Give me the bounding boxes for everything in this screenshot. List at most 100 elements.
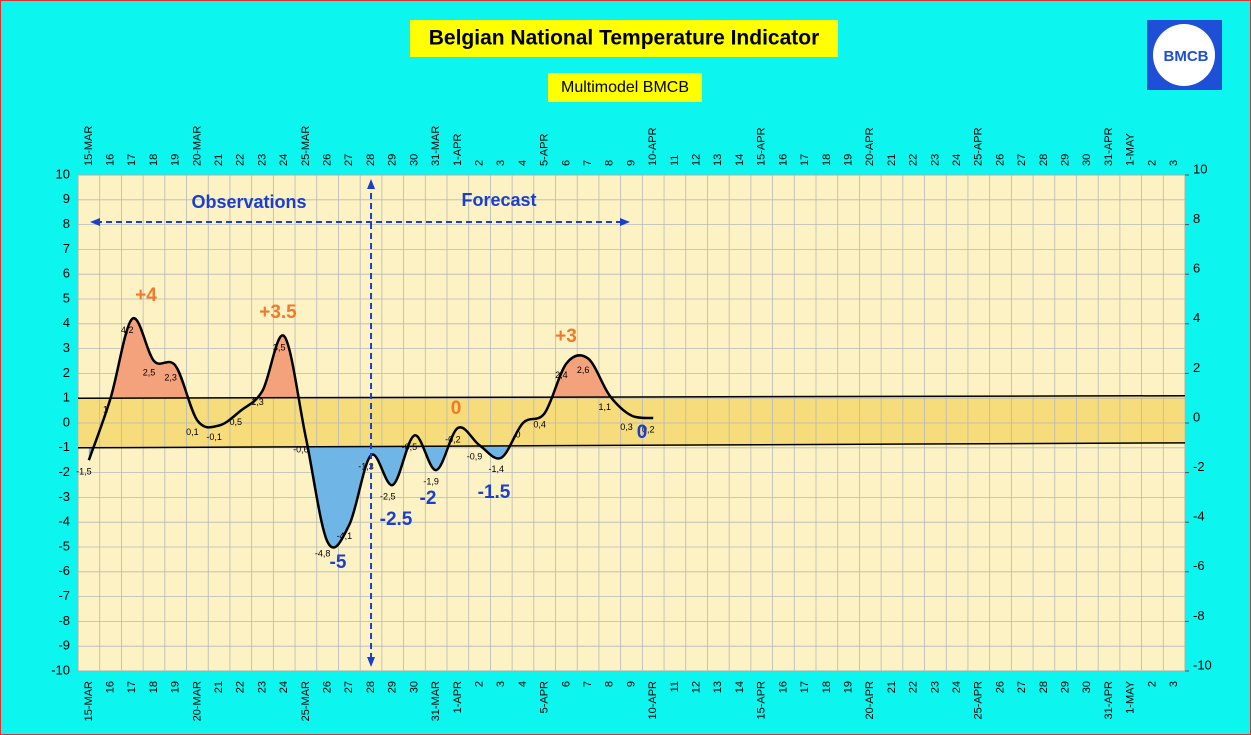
y-tick-label: 1 xyxy=(63,390,70,405)
y2-tick-label: 10 xyxy=(1193,161,1207,176)
y-tick-label: 4 xyxy=(63,315,70,330)
data-label: -0,1 xyxy=(206,432,222,442)
x-tick-label-top: 29 xyxy=(387,154,399,166)
y-tick-label: -10 xyxy=(51,662,70,677)
x-tick-label: 20-MAR xyxy=(191,681,203,721)
x-tick-label-top: 16 xyxy=(104,154,116,166)
x-tick-label: 16 xyxy=(104,681,116,693)
normal-upper-line xyxy=(77,394,1186,399)
annotation: +3 xyxy=(555,326,577,347)
data-label: -4,1 xyxy=(337,531,353,541)
y-tick-label: 8 xyxy=(63,216,70,231)
x-tick-label: 16 xyxy=(777,681,789,693)
x-tick-label: 23 xyxy=(929,681,941,693)
y2-tick-label: 2 xyxy=(1193,360,1200,375)
x-tick-label-top: 17 xyxy=(126,154,138,166)
x-tick-label-top: 11 xyxy=(669,155,681,166)
data-label: 2,4 xyxy=(555,370,568,380)
x-tick-label-top: 15-APR xyxy=(756,127,768,166)
annotation: +4 xyxy=(135,285,157,306)
x-tick-label: 30 xyxy=(1081,681,1093,693)
data-label: 0,1 xyxy=(186,427,199,437)
y2-tick-label: 4 xyxy=(1193,310,1200,325)
x-tick-label: 29 xyxy=(1060,681,1072,693)
data-label: -0,6 xyxy=(293,444,309,454)
data-label: -0,5 xyxy=(402,442,418,452)
arrow-head xyxy=(367,179,376,189)
x-tick-label-top: 24 xyxy=(951,154,963,166)
y-tick-label: -8 xyxy=(58,613,70,628)
x-tick-label: 3 xyxy=(495,681,507,687)
x-tick-label-top: 26 xyxy=(322,154,334,166)
x-tick-label-top: 16 xyxy=(777,154,789,166)
x-tick-label: 29 xyxy=(387,681,399,693)
y-tick-label: 5 xyxy=(63,290,70,305)
y-tick-label: -5 xyxy=(58,538,70,553)
x-tick-label-top: 28 xyxy=(365,154,377,166)
data-label: -1,3 xyxy=(358,462,374,472)
x-tick-label: 27 xyxy=(1016,681,1028,693)
x-tick-label: 8 xyxy=(604,681,616,687)
title-box xyxy=(410,20,838,57)
logo-text: BMCB xyxy=(1164,48,1209,65)
x-tick-label-top: 25-MAR xyxy=(300,126,312,166)
x-tick-label: 3 xyxy=(1168,681,1180,687)
x-tick-label: 14 xyxy=(734,681,746,693)
x-tick-label: 1-APR xyxy=(452,681,464,713)
data-label: 1,3 xyxy=(251,397,264,407)
y-tick-label: -9 xyxy=(58,638,70,653)
data-label: 2,5 xyxy=(143,367,156,377)
x-tick-label: 24 xyxy=(951,681,963,693)
data-label: 0,5 xyxy=(230,417,243,427)
x-tick-label-top: 28 xyxy=(1038,154,1050,166)
y-tick-label: 0 xyxy=(63,414,70,429)
x-tick-label-top: 5-APR xyxy=(539,134,551,166)
x-tick-label: 18 xyxy=(148,681,160,693)
data-label: 3,5 xyxy=(273,343,286,353)
x-tick-label-top: 12 xyxy=(691,154,703,166)
data-label: 4,2 xyxy=(121,325,134,335)
x-tick-label: 28 xyxy=(1038,681,1050,693)
x-tick-label-top: 30 xyxy=(408,154,420,166)
x-tick-label-top: 18 xyxy=(148,154,160,166)
x-tick-label-top: 2 xyxy=(473,160,485,166)
data-label: -4,8 xyxy=(315,548,331,558)
x-tick-label: 18 xyxy=(821,681,833,693)
y2-tick-label: -2 xyxy=(1193,459,1205,474)
x-tick-label-top: 7 xyxy=(582,160,594,166)
subtitle-box xyxy=(548,73,702,102)
chart-subtitle: Multimodel BMCB xyxy=(561,79,689,96)
section-label: Forecast xyxy=(461,190,536,210)
y-tick-label: -7 xyxy=(58,588,70,603)
x-tick-label: 26 xyxy=(994,681,1006,693)
chart-title: Belgian National Temperature Indicator xyxy=(429,27,820,50)
x-tick-label-top: 3 xyxy=(1168,160,1180,166)
x-tick-label-top: 19 xyxy=(842,154,854,166)
x-tick-label-top: 27 xyxy=(1016,154,1028,166)
x-tick-label-top: 3 xyxy=(495,160,507,166)
data-label: 0,2 xyxy=(642,424,655,434)
x-tick-label: 25-APR xyxy=(973,681,985,720)
y2-tick-label: 0 xyxy=(1193,409,1200,424)
y-tick-label: -4 xyxy=(58,514,70,529)
x-tick-label: 22 xyxy=(235,681,247,693)
y-tick-label: -2 xyxy=(58,464,70,479)
annotation: 0 xyxy=(637,422,648,443)
x-tick-label: 13 xyxy=(712,681,724,693)
x-tick-label: 2 xyxy=(1146,681,1158,687)
data-label: -1,9 xyxy=(423,476,439,486)
x-tick-label: 10-APR xyxy=(647,681,659,720)
x-tick-label-top: 30 xyxy=(1081,154,1093,166)
x-tick-label-top: 23 xyxy=(256,154,268,166)
x-tick-label-top: 21 xyxy=(213,154,225,166)
x-tick-label-top: 15-MAR xyxy=(83,126,95,166)
y2-tick-label: 6 xyxy=(1193,261,1200,276)
y-tick-label: 9 xyxy=(63,191,70,206)
x-tick-label: 17 xyxy=(799,681,811,693)
y-tick-label: -3 xyxy=(58,489,70,504)
x-tick-label: 17 xyxy=(126,681,138,693)
x-tick-label: 19 xyxy=(170,681,182,693)
annotation: -5 xyxy=(330,552,347,573)
x-tick-label: 21 xyxy=(213,681,225,693)
